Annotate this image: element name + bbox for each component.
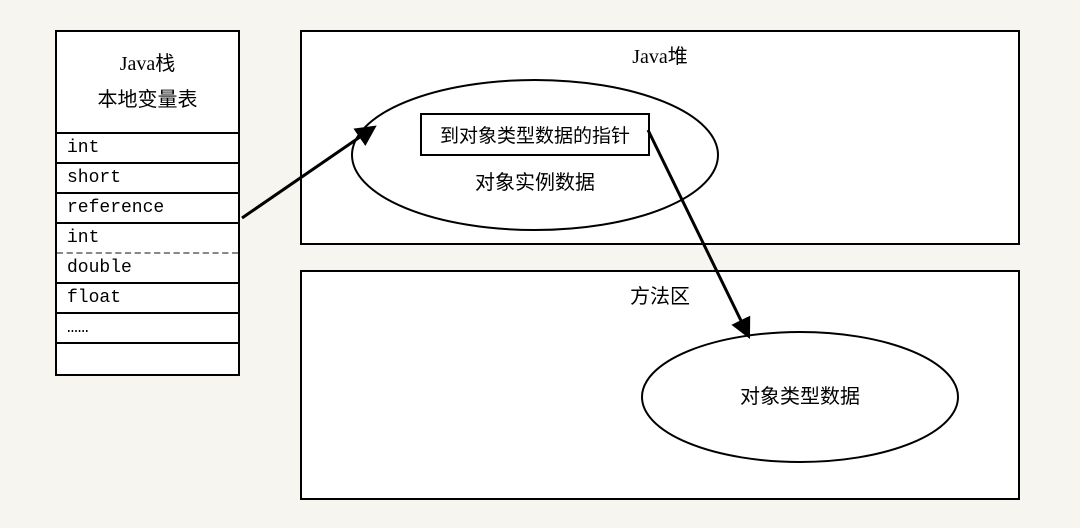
stack-title-2: 本地变量表 — [61, 82, 234, 118]
stack-row — [57, 344, 238, 374]
instance-data-label: 对象实例数据 — [350, 166, 720, 195]
stack-row: reference — [57, 194, 238, 224]
heap-object-ellipse: 到对象类型数据的指针 对象实例数据 — [350, 78, 720, 233]
stack-row: float — [57, 284, 238, 314]
type-pointer-box: 到对象类型数据的指针 — [420, 113, 650, 156]
method-area-ellipse: 对象类型数据 — [640, 330, 960, 465]
stack-row: int — [57, 134, 238, 164]
java-stack-box: Java栈 本地变量表 intshortreferenceintdoublefl… — [55, 30, 240, 376]
stack-row: short — [57, 164, 238, 194]
method-area-title: 方法区 — [630, 280, 690, 309]
stack-header: Java栈 本地变量表 — [57, 32, 238, 134]
stack-row: double — [57, 252, 238, 284]
type-data-label: 对象类型数据 — [640, 380, 960, 409]
stack-row: …… — [57, 314, 238, 344]
stack-row: int — [57, 224, 238, 254]
heap-title: Java堆 — [632, 40, 688, 69]
stack-rows-container: intshortreferenceintdoublefloat…… — [57, 134, 238, 374]
stack-title-1: Java栈 — [61, 46, 234, 82]
